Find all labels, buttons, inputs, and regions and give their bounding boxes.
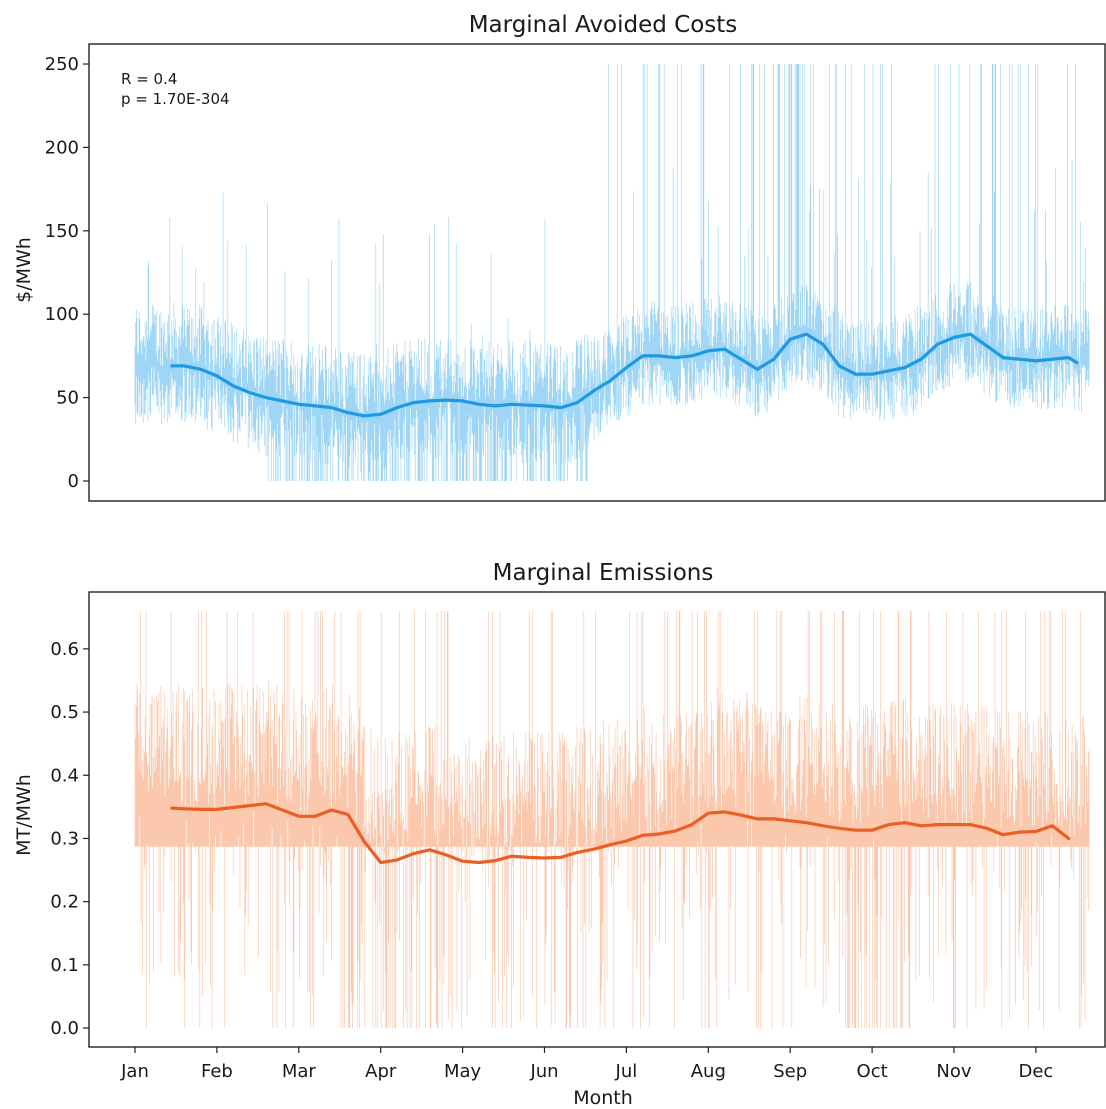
chart-title-emissions: Marginal Emissions [493,560,714,586]
y-tick-label: 100 [45,304,79,325]
y-tick-label: 0 [68,471,79,492]
smoothed-series-emissions [170,802,1071,865]
x-tick-label: Apr [365,1061,397,1082]
y-tick-label: 0.5 [50,702,79,723]
y-tick-label: 0.2 [50,892,79,913]
annotation-p-value: p = 1.70E-304 [121,90,230,108]
x-tick-label: Jul [615,1061,638,1082]
y-tick-label: 0.3 [50,828,79,849]
y-axis-label-emissions: MT/MWh [13,774,35,856]
raw-series-avoided-costs [134,64,1090,481]
y-tick-label: 150 [45,221,79,242]
y-tick-label: 0.4 [50,765,79,786]
smoothed-series-line [170,332,1079,418]
x-tick-label: Aug [691,1061,726,1082]
x-tick-label: Oct [857,1061,888,1082]
y-axis-label-avoided-costs: $/MWh [13,237,35,303]
x-tick-label: May [444,1061,482,1082]
smoothed-series-line [170,802,1071,865]
plot-frame-avoided-costs [88,43,1106,502]
y-tick-label: 50 [56,388,79,409]
x-tick-label: Sep [773,1061,807,1082]
x-tick-label: Jan [120,1061,149,1082]
y-tick-label: 250 [45,54,79,75]
x-tick-label: Feb [201,1061,233,1082]
annotation-r-value: R = 0.4 [121,70,177,88]
y-tick-label: 0.1 [50,955,79,976]
x-tick-label: Dec [1018,1061,1053,1082]
panel-emissions: Marginal Emissions 0.0 0.1 0.2 0.3 0.4 0.5 0.6… [13,560,1106,1109]
x-tick-label: Jun [529,1061,558,1082]
y-tick-label: 0.6 [50,639,79,660]
x-axis-months: Jan Feb Mar Apr May Jun Jul Aug Sep Oct Nov Dec [120,1047,1053,1082]
panel-avoided-costs: Marginal Avoided Costs 0 50 100 150 200 250 $… [13,12,1106,502]
plot-frame-emissions [88,591,1106,1048]
raw-series-texture [134,64,1090,481]
x-tick-label: Mar [282,1061,317,1082]
y-axis-emissions: 0.0 0.1 0.2 0.3 0.4 0.5 0.6 [50,639,89,1039]
y-tick-label: 200 [45,137,79,158]
x-axis-label-month: Month [573,1087,633,1109]
y-tick-label: 0.0 [50,1018,79,1039]
raw-series-emissions [134,611,1090,1028]
smoothed-series-avoided-costs [170,332,1079,418]
y-axis-avoided-costs: 0 50 100 150 200 250 [45,54,89,492]
chart-title-avoided-costs: Marginal Avoided Costs [469,12,738,38]
raw-series-texture [134,611,1090,1028]
x-tick-label: Nov [936,1061,971,1082]
